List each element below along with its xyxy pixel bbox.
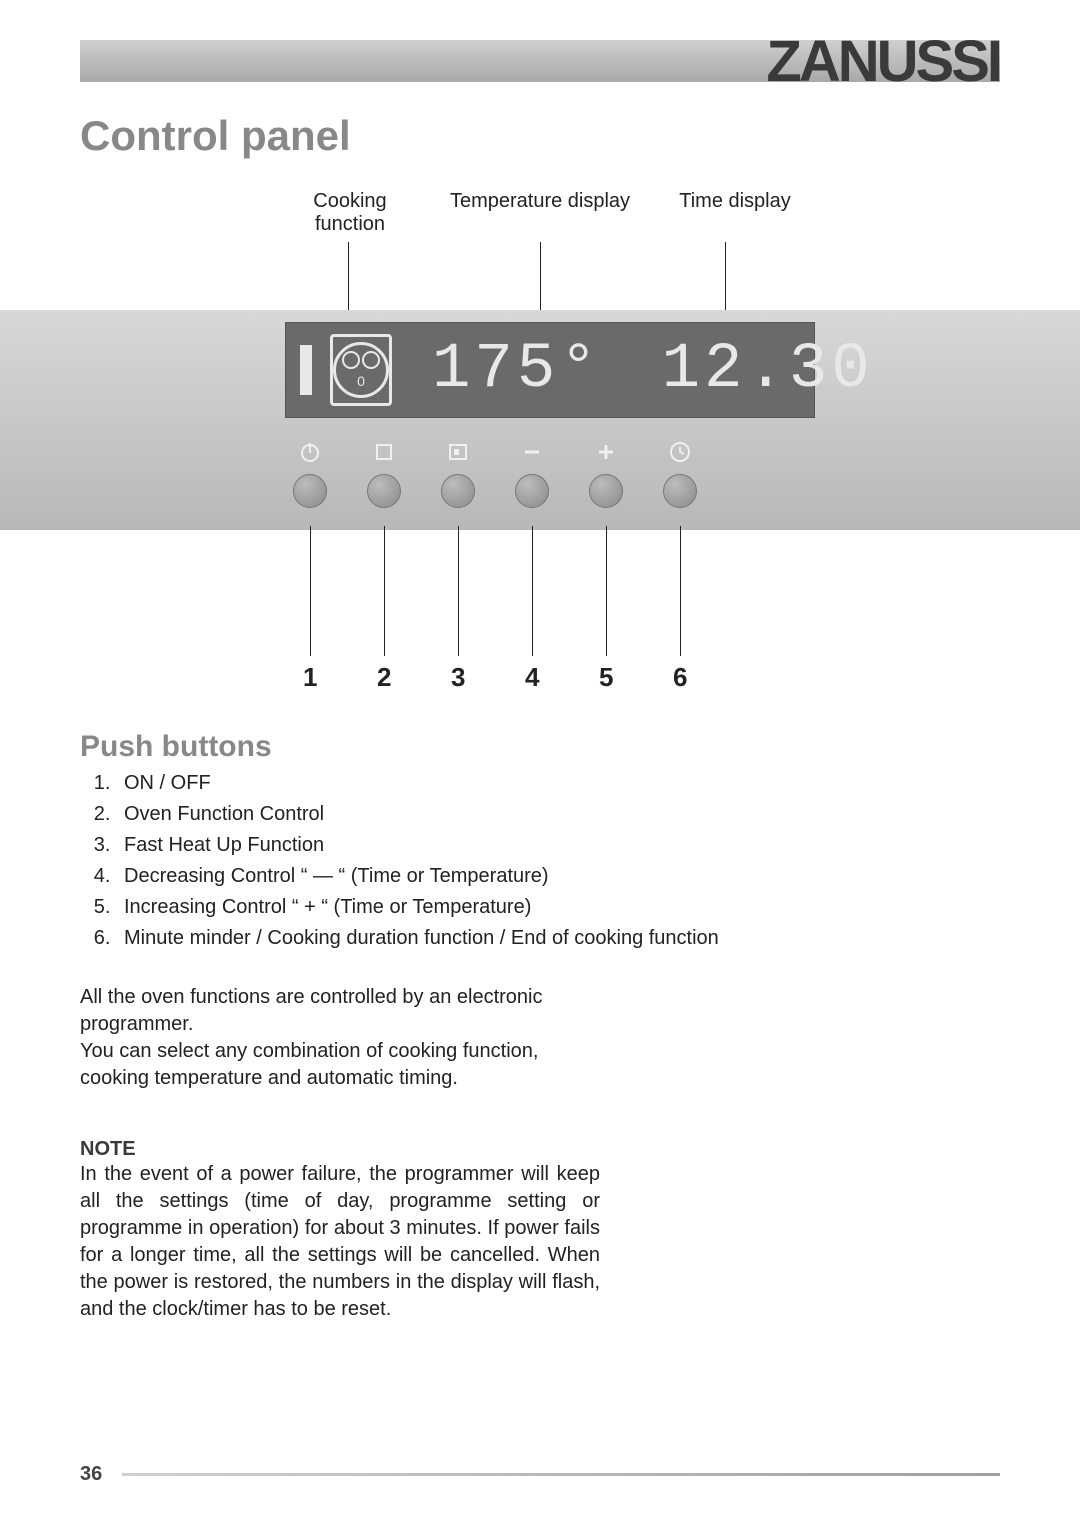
callout-line — [348, 242, 349, 310]
button-number: 4 — [525, 662, 539, 693]
label-cooking-function: Cooking function — [290, 190, 410, 236]
button-3-fast-heat[interactable] — [438, 440, 478, 508]
list-item: Oven Function Control — [116, 803, 1000, 826]
callout-line — [384, 526, 385, 656]
button-knob — [441, 474, 475, 508]
button-knob — [515, 474, 549, 508]
button-number: 5 — [599, 662, 613, 693]
button-2-oven-function[interactable] — [364, 440, 404, 508]
button-knob — [367, 474, 401, 508]
note-heading: NOTE — [80, 1138, 1000, 1161]
list-item: Increasing Control “ + “ (Time or Temper… — [116, 896, 1000, 919]
button-1-on-off[interactable] — [290, 440, 330, 508]
list-item: Minute minder / Cooking duration functio… — [116, 927, 1000, 950]
callout-line — [725, 242, 726, 310]
button-number: 2 — [377, 662, 391, 693]
callout-line — [540, 242, 541, 310]
note-body: In the event of a power failure, the pro… — [80, 1161, 600, 1323]
fast-heat-icon — [446, 440, 470, 464]
callout-line — [606, 526, 607, 656]
brand-logo: ZANUSSI — [766, 28, 1000, 95]
temperature-readout: 175° — [432, 334, 602, 406]
list-item: Decreasing Control “ — “ (Time or Temper… — [116, 865, 1000, 888]
push-buttons-list: ON / OFF Oven Function Control Fast Heat… — [80, 772, 1000, 950]
body-text-2: You can select any combination of cookin… — [80, 1040, 538, 1089]
button-knob — [589, 474, 623, 508]
label-time-display: Time display — [660, 190, 810, 213]
cooking-function-icon: 0 — [330, 334, 392, 406]
minus-icon — [520, 440, 544, 464]
callout-line — [532, 526, 533, 656]
page-number: 36 — [80, 1463, 102, 1486]
button-6-minute-minder[interactable] — [660, 440, 700, 508]
button-number: 3 — [451, 662, 465, 693]
footer-rule — [122, 1473, 1000, 1476]
button-knob — [663, 474, 697, 508]
button-knob — [293, 474, 327, 508]
page-footer: 36 — [80, 1463, 1000, 1486]
list-item: Fast Heat Up Function — [116, 834, 1000, 857]
time-readout: 12.30 — [662, 334, 874, 406]
list-item: ON / OFF — [116, 772, 1000, 795]
cooking-icon-text: 0 — [357, 373, 365, 389]
clock-icon — [668, 440, 692, 464]
button-4-decrease[interactable] — [512, 440, 552, 508]
oven-panel: 0 175° 12.30 — [0, 310, 1080, 530]
button-5-increase[interactable] — [586, 440, 626, 508]
button-number: 6 — [673, 662, 687, 693]
square-icon — [372, 440, 396, 464]
label-temperature-display: Temperature display — [440, 190, 640, 213]
control-panel-diagram: Cooking function Temperature display Tim… — [80, 190, 1000, 730]
power-icon — [298, 440, 322, 464]
callout-line — [310, 526, 311, 656]
power-indicator-icon — [300, 345, 312, 395]
callout-line — [458, 526, 459, 656]
oven-display: 0 175° 12.30 — [285, 322, 815, 418]
callout-line — [680, 526, 681, 656]
button-number: 1 — [303, 662, 317, 693]
body-text-1: All the oven functions are controlled by… — [80, 986, 543, 1035]
buttons-row — [290, 440, 700, 508]
plus-icon — [594, 440, 618, 464]
section-title: Control panel — [80, 112, 1000, 160]
body-paragraph: All the oven functions are controlled by… — [80, 984, 600, 1092]
push-buttons-heading: Push buttons — [80, 730, 1000, 764]
